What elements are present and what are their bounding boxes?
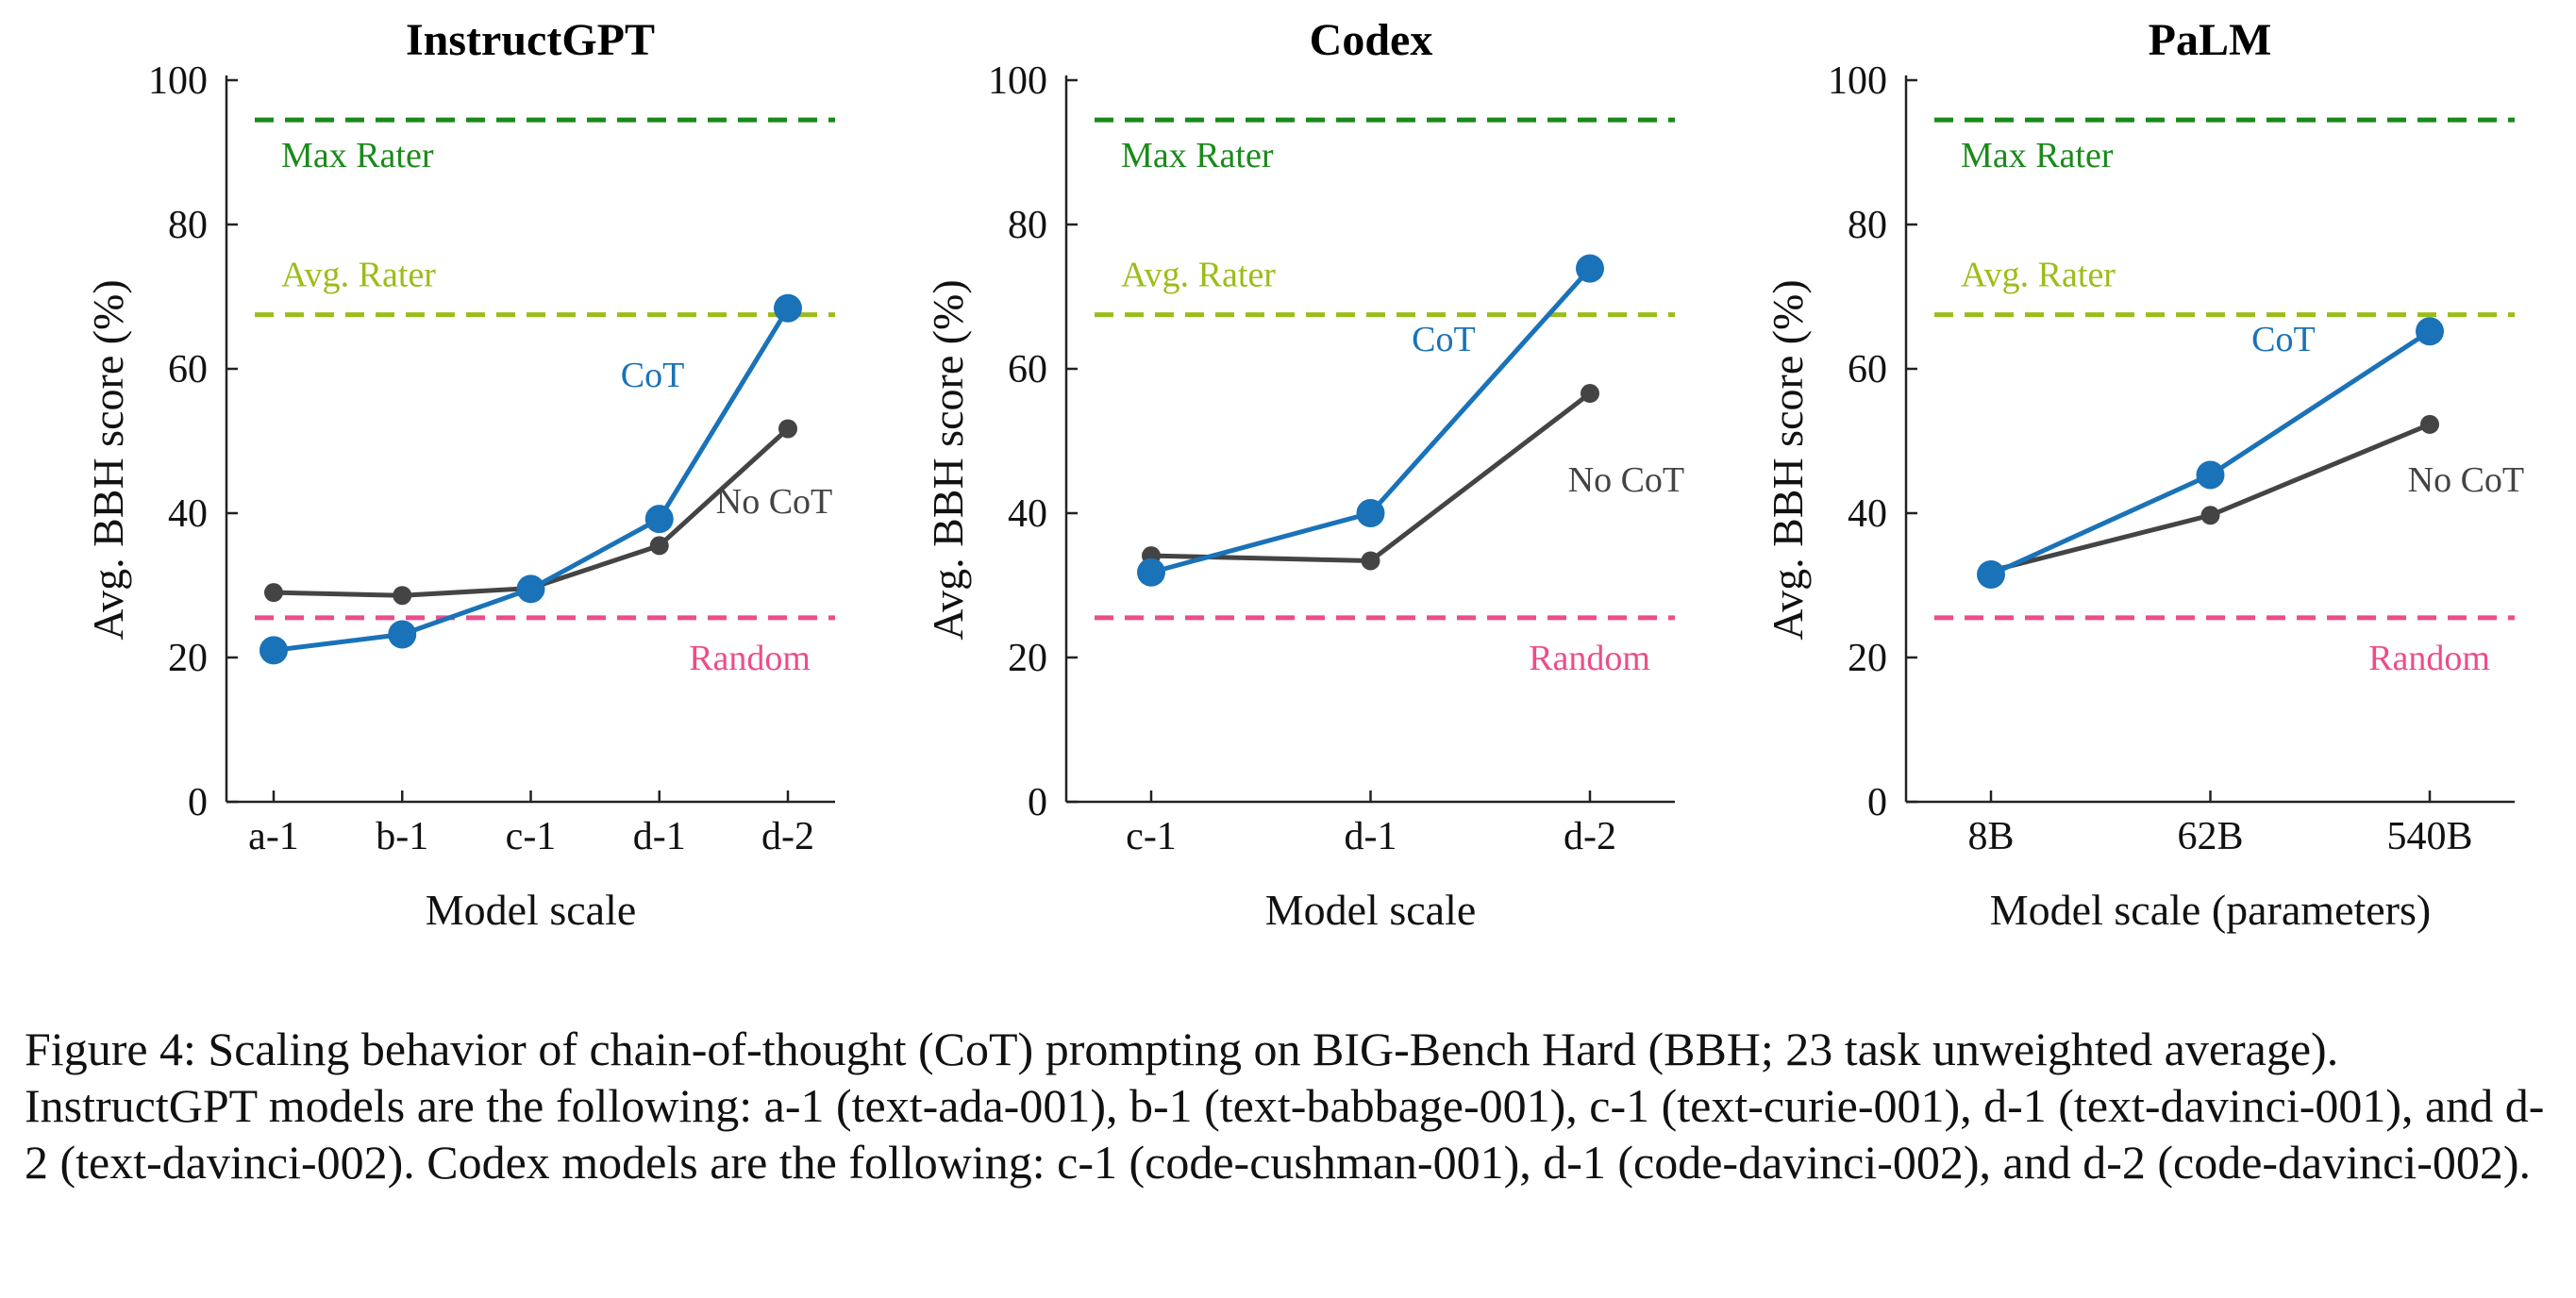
y-axis-label: Avg. BBH score (%): [924, 279, 972, 640]
y-tick-label: 0: [188, 781, 208, 824]
y-tick-label: 80: [168, 204, 208, 247]
y-tick-label: 0: [1867, 781, 1887, 824]
reference-line-label: Random: [1529, 639, 1650, 678]
no-cot-series-line: [1150, 391, 1592, 564]
y-tick-label: 100: [1828, 59, 1887, 103]
cot-data-point: [259, 636, 288, 665]
cot-data-point: [774, 293, 802, 323]
x-tick-label: c-1: [506, 815, 557, 858]
y-tick-label: 0: [1028, 781, 1047, 824]
x-axis-label: Model scale (parameters): [1990, 886, 2431, 934]
y-tick-label: 40: [168, 492, 208, 536]
cot-data-point: [1576, 254, 1604, 283]
reference-line-label: Max Rater: [1121, 136, 1274, 175]
chart-title: InstructGPT: [406, 15, 655, 65]
x-tick-label: b-1: [376, 815, 428, 858]
cot-data-point: [2196, 460, 2225, 490]
y-tick-label: 80: [1848, 204, 1887, 247]
reference-line-label: Max Rater: [281, 136, 434, 175]
cot-series-label: CoT: [2251, 320, 2316, 359]
cot-data-point: [1356, 499, 1385, 527]
y-tick-label: 60: [1848, 348, 1887, 391]
chart-panel: InstructGPT 0 20 40 60 80 100 a-1 b-1 c-1 d-1 d-2 Mo…: [84, 15, 835, 934]
no-cot-data-point: [1581, 384, 1599, 404]
cot-data-point: [516, 574, 545, 604]
y-tick-label: 40: [1848, 492, 1887, 536]
cot-series-label: CoT: [1412, 320, 1476, 359]
x-tick-label: c-1: [1126, 815, 1177, 858]
no-cot-data-point: [1361, 551, 1380, 571]
reference-line-label: Max Rater: [1961, 136, 2114, 175]
x-tick-label: 540B: [2386, 815, 2472, 858]
x-tick-label: d-1: [633, 815, 686, 858]
x-tick-label: d-1: [1345, 815, 1397, 858]
no-cot-data-point: [393, 586, 412, 606]
x-tick-label: 62B: [2177, 815, 2243, 858]
reference-line-label: Random: [2368, 639, 2490, 678]
x-tick-label: d-2: [761, 815, 814, 858]
cot-data-point: [644, 505, 674, 534]
x-axis-label: Model scale: [426, 886, 637, 934]
no-cot-data-point: [264, 583, 283, 603]
x-tick-label: 8B: [1967, 815, 2014, 858]
y-axis-label: Avg. BBH score (%): [1764, 279, 1812, 640]
no-cot-series-label: No CoT: [716, 482, 833, 522]
cot-data-point: [1977, 560, 2005, 590]
chart-title: Codex: [1310, 15, 1433, 65]
y-tick-label: 60: [1008, 348, 1047, 391]
no-cot-data-point: [778, 419, 797, 439]
no-cot-data-point: [2200, 506, 2220, 525]
chart-title: PaLM: [2149, 15, 2272, 65]
figure: InstructGPT 0 20 40 60 80 100 a-1 b-1 c-1 d-1 d-2 Mo…: [84, 15, 2524, 934]
cot-data-point: [388, 620, 417, 649]
y-tick-label: 60: [168, 348, 208, 391]
chart-panel: Codex 0 20 40 60 80 100 c-1 d-1 d-2 Model scale Avg…: [924, 15, 1684, 934]
x-tick-label: a-1: [248, 815, 299, 858]
cot-data-point: [2416, 317, 2444, 346]
x-tick-label: d-2: [1564, 815, 1616, 858]
no-cot-series-label: No CoT: [1568, 460, 1685, 500]
no-cot-data-point: [2420, 414, 2439, 434]
y-tick-label: 100: [148, 59, 208, 103]
y-tick-label: 80: [1008, 204, 1047, 247]
reference-line-label: Avg. Rater: [1121, 256, 1276, 295]
y-tick-label: 20: [1848, 637, 1887, 680]
figure-caption: Figure 4: Scaling behavior of chain-of-t…: [25, 1023, 2545, 1189]
cot-data-point: [1137, 557, 1165, 587]
y-tick-label: 100: [988, 59, 1047, 103]
reference-line-label: Avg. Rater: [281, 256, 436, 295]
reference-line-label: Avg. Rater: [1961, 256, 2116, 295]
no-cot-series-line: [1990, 422, 2431, 574]
no-cot-series-line: [273, 426, 790, 598]
no-cot-series-label: No CoT: [2408, 460, 2525, 500]
y-tick-label: 20: [1008, 637, 1047, 680]
x-axis-label: Model scale: [1265, 886, 1477, 934]
reference-line-label: Random: [689, 639, 811, 678]
y-tick-label: 40: [1008, 492, 1047, 536]
chart-panel: PaLM 0 20 40 60 80 100 8B 62B 540B Model scale (pa…: [1764, 15, 2524, 934]
no-cot-data-point: [649, 536, 669, 556]
y-tick-label: 20: [168, 637, 208, 680]
y-axis-label: Avg. BBH score (%): [84, 279, 132, 640]
cot-series-label: CoT: [621, 356, 685, 395]
